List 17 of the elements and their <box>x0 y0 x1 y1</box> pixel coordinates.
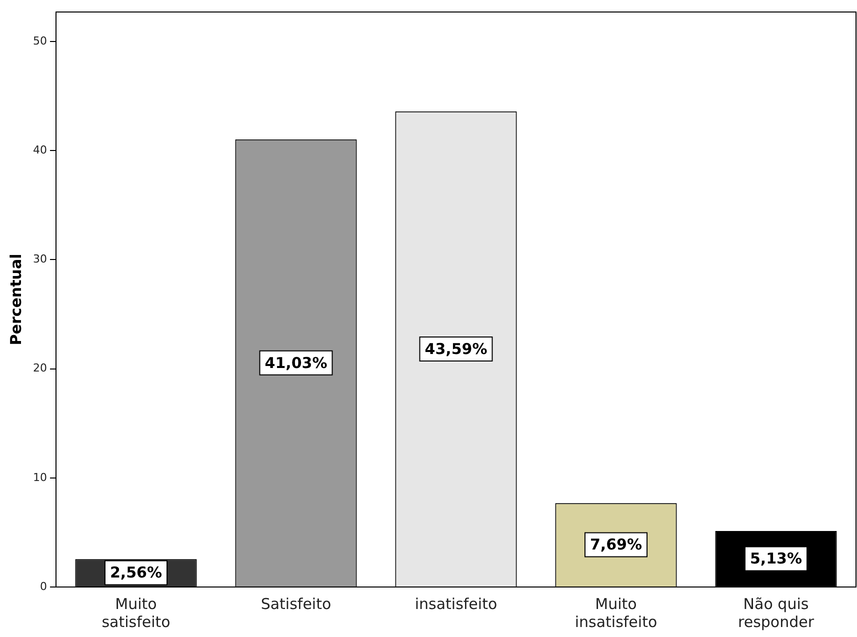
y-tick-label: 20 <box>32 362 47 375</box>
x-tick-label: Não quis responder <box>738 594 815 631</box>
x-tick-label: Satisfeito <box>260 594 332 613</box>
y-axis-title: Percentual <box>6 254 25 346</box>
y-tick-label: 30 <box>32 252 47 266</box>
data-label: 41,03% <box>264 354 328 372</box>
data-label: 43,59% <box>424 340 488 358</box>
y-tick-label: 10 <box>32 470 47 484</box>
y-tick-label: 50 <box>32 34 47 48</box>
x-tick-label: Muito satisfeito <box>102 594 170 631</box>
y-tick-label: 40 <box>32 143 47 156</box>
x-tick-label: insatisfeito <box>414 594 498 613</box>
y-tick-label: 0 <box>40 580 47 593</box>
data-label: 7,69% <box>590 536 642 554</box>
data-label: 2,56% <box>110 564 162 582</box>
x-tick-label: Muito insatisfeito <box>574 594 658 631</box>
data-label: 5,13% <box>750 550 802 568</box>
